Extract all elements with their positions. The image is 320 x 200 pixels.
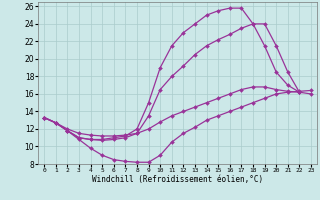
X-axis label: Windchill (Refroidissement éolien,°C): Windchill (Refroidissement éolien,°C) [92, 175, 263, 184]
